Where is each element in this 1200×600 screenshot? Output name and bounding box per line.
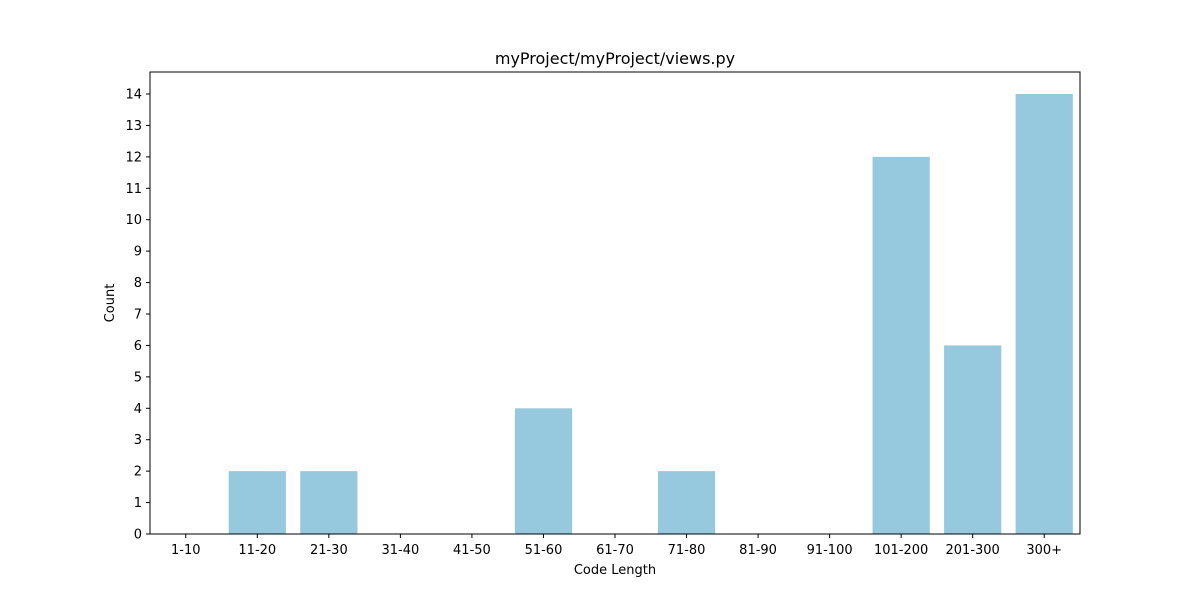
x-axis-label: Code Length <box>574 563 656 578</box>
x-tick-label: 61-70 <box>596 543 634 558</box>
y-tick-label: 0 <box>134 528 142 543</box>
y-tick-label: 10 <box>125 213 142 228</box>
bar-300+ <box>1015 94 1073 534</box>
y-tick-label: 4 <box>134 402 142 417</box>
y-tick-label: 8 <box>134 276 142 291</box>
x-tick-label: 1-10 <box>171 543 201 558</box>
y-tick-label: 1 <box>134 496 142 511</box>
bar-51-60 <box>514 408 573 534</box>
bars-group <box>228 94 1073 535</box>
y-tick-label: 3 <box>134 433 142 448</box>
x-tick-label: 300+ <box>1026 543 1062 558</box>
plot-frame <box>149 71 1081 535</box>
bar-11-20 <box>228 471 286 534</box>
bar-71-80 <box>657 471 716 534</box>
x-tick-label: 41-50 <box>453 543 491 558</box>
bar-201-300 <box>944 345 1002 534</box>
y-tick-label: 13 <box>125 119 142 134</box>
y-tick-label: 11 <box>125 182 142 197</box>
x-tick-label: 101-200 <box>874 543 928 558</box>
y-tick-label: 14 <box>125 88 142 103</box>
x-tick-label: 11-20 <box>238 543 276 558</box>
x-tick-label: 51-60 <box>525 543 563 558</box>
y-tick-label: 2 <box>134 465 142 480</box>
x-tick-label: 71-80 <box>668 543 706 558</box>
y-tick-label: 7 <box>134 308 142 323</box>
x-tick-label: 21-30 <box>310 543 348 558</box>
bar-101-200 <box>872 156 930 535</box>
y-axis-label: Count <box>103 284 118 323</box>
chart-title: myProject/myProject/views.py <box>495 49 735 68</box>
bar-21-30 <box>300 471 358 534</box>
y-tick-label: 5 <box>134 370 142 385</box>
y-tick-label: 9 <box>134 245 142 260</box>
x-tick-label: 81-90 <box>739 543 777 558</box>
x-tick-label: 91-100 <box>807 543 853 558</box>
x-ticks-group: 1-10 11-20 21-30 31-40 41-50 51-60 61-70 71-80 8… <box>171 534 1062 558</box>
y-tick-label: 6 <box>134 339 142 354</box>
x-tick-label: 201-300 <box>946 543 1000 558</box>
y-tick-label: 12 <box>125 150 142 165</box>
x-tick-label: 31-40 <box>381 543 419 558</box>
